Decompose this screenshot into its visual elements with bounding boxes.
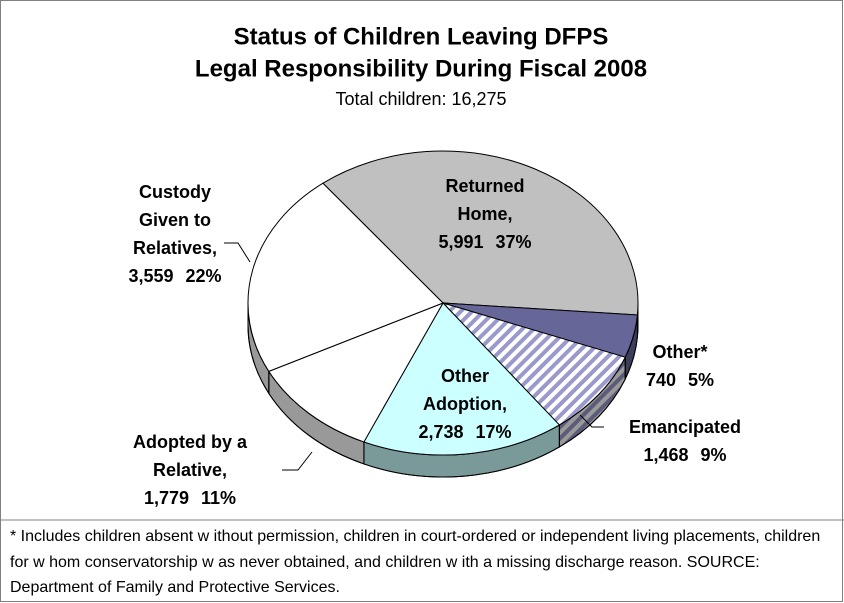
category-name: Other* bbox=[652, 342, 708, 362]
subtitle: Total children: 16,275 bbox=[335, 89, 506, 109]
percent-label: 9% bbox=[700, 445, 727, 465]
value-line: 1,468 9% bbox=[610, 441, 760, 469]
slice bbox=[363, 302, 561, 456]
slice bbox=[322, 150, 639, 316]
percent-label: 17% bbox=[475, 422, 512, 442]
slice-label: Returned Home, 5,991 37% bbox=[425, 172, 545, 256]
footnote: * Includes children absent w ithout perm… bbox=[10, 528, 821, 596]
value-label: 5,991 bbox=[438, 232, 484, 252]
value-label: 1,779 bbox=[143, 488, 189, 508]
category-name: Other Adoption, bbox=[423, 366, 507, 414]
percent-label: 5% bbox=[688, 370, 715, 390]
value-line: 2,738 17% bbox=[410, 418, 520, 446]
leader-line bbox=[579, 414, 604, 428]
chart-title: Legal Responsibility During Fiscal 2008 bbox=[195, 55, 647, 82]
category-name: Adopted by a Relative, bbox=[132, 432, 247, 480]
slice-label: Other* 740 5% bbox=[630, 338, 730, 394]
slice bbox=[268, 302, 445, 443]
slice-label: Emancipated 1,468 9% bbox=[610, 413, 760, 469]
value-line: 1,779 11% bbox=[120, 484, 260, 512]
category-name: Returned Home, bbox=[445, 176, 525, 224]
value-label: 2,738 bbox=[418, 422, 464, 442]
value-line: 740 5% bbox=[630, 366, 730, 394]
chart-title: Status of Children Leaving DFPS bbox=[234, 23, 609, 50]
category-name: Emancipated bbox=[628, 417, 742, 437]
leader-line bbox=[282, 451, 313, 471]
slice-label: Adopted by a Relative, 1,779 11% bbox=[120, 428, 260, 512]
slice bbox=[247, 182, 444, 372]
percent-label: 11% bbox=[201, 488, 237, 508]
leader-line bbox=[224, 242, 251, 263]
pie bbox=[247, 150, 639, 478]
value-label: 3,559 bbox=[128, 266, 174, 286]
slice bbox=[441, 301, 626, 426]
category-name: Custody Given to Relatives, bbox=[132, 182, 218, 258]
value-label: 740 bbox=[645, 370, 677, 390]
slice-label: Custody Given to Relatives, 3,559 22% bbox=[118, 178, 233, 290]
slice-label: Other Adoption, 2,738 17% bbox=[410, 362, 520, 446]
value-line: 3,559 22% bbox=[118, 262, 233, 290]
value-label: 1,468 bbox=[643, 445, 689, 465]
value-line: 5,991 37% bbox=[425, 228, 545, 256]
percent-label: 37% bbox=[495, 232, 532, 252]
percent-label: 22% bbox=[185, 266, 222, 286]
